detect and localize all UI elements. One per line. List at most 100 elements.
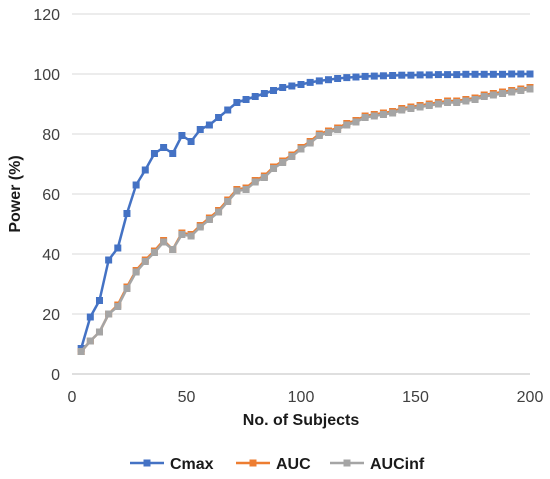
series-line-aucinf (80, 87, 531, 353)
data-point-cmax (499, 70, 507, 78)
legend-item-auc: AUC (236, 456, 311, 473)
data-point-cmax (398, 71, 406, 79)
legend-swatch-marker-cmax (143, 459, 151, 467)
legend-swatch-marker-auc (249, 459, 257, 467)
data-point-cmax (150, 150, 158, 157)
data-point-aucinf (416, 103, 424, 111)
data-point-cmax (178, 132, 186, 139)
data-point-cmax (361, 72, 369, 80)
data-point-aucinf (453, 99, 461, 106)
data-point-cmax (334, 75, 342, 82)
data-point-cmax (95, 297, 103, 304)
y-tick-label: 0 (51, 367, 60, 384)
data-point-cmax (105, 256, 113, 264)
data-point-aucinf (141, 258, 149, 265)
data-point-aucinf (315, 132, 323, 139)
data-point-cmax (114, 244, 122, 252)
data-point-cmax (288, 82, 296, 90)
data-point-aucinf (169, 246, 177, 253)
data-point-aucinf (462, 97, 470, 105)
data-point-aucinf (187, 232, 195, 240)
series-line-cmax (79, 72, 530, 349)
data-point-aucinf (526, 85, 534, 93)
data-point-cmax (508, 70, 516, 78)
data-point-aucinf (343, 121, 351, 129)
series (77, 70, 534, 355)
data-point-aucinf (105, 310, 113, 318)
data-point-cmax (215, 114, 223, 121)
data-point-cmax (352, 73, 360, 81)
gridlines (72, 13, 530, 315)
data-point-cmax (306, 78, 314, 86)
legend: Cmax AUC AUCinf (130, 456, 425, 473)
tick-labels: 0 20 40 60 80 100 120 0 50 100 150 200 (33, 7, 543, 406)
data-point-cmax (251, 93, 259, 100)
data-point-cmax (324, 76, 332, 84)
data-point-aucinf (77, 348, 85, 355)
series-line-auc (80, 86, 531, 353)
data-point-aucinf (123, 285, 131, 292)
legend-label-aucinf: AUCinf (370, 456, 425, 473)
x-tick-label: 200 (517, 389, 544, 406)
data-point-cmax (132, 181, 140, 189)
data-point-aucinf (480, 93, 488, 100)
data-point-cmax (205, 121, 213, 129)
legend-swatch-marker-aucinf (343, 459, 351, 467)
data-point-cmax (233, 99, 241, 106)
data-point-aucinf (489, 91, 497, 99)
data-point-aucinf (270, 165, 278, 172)
y-tick-label: 120 (33, 7, 60, 24)
data-point-aucinf (324, 129, 332, 136)
data-point-cmax (416, 71, 424, 79)
legend-label-auc: AUC (276, 456, 311, 473)
data-point-aucinf (297, 145, 305, 153)
data-point-aucinf (233, 187, 241, 195)
data-point-aucinf (508, 88, 516, 96)
data-point-cmax (270, 87, 278, 94)
data-point-aucinf (242, 186, 250, 193)
data-point-cmax (434, 71, 442, 79)
data-point-cmax (407, 71, 415, 79)
data-point-aucinf (205, 216, 213, 223)
data-point-cmax (444, 71, 452, 79)
data-point-aucinf (132, 268, 140, 276)
x-tick-label: 0 (68, 389, 77, 406)
y-tick-label: 80 (42, 127, 60, 144)
data-point-cmax (187, 138, 195, 145)
data-point-cmax (297, 81, 305, 88)
data-point-cmax (224, 106, 232, 114)
x-tick-label: 100 (288, 389, 315, 406)
data-point-aucinf (196, 223, 204, 231)
y-tick-label: 40 (42, 247, 60, 264)
data-point-aucinf (499, 90, 507, 97)
data-point-aucinf (279, 159, 287, 166)
data-point-aucinf (114, 303, 122, 310)
data-point-cmax (315, 77, 323, 85)
data-point-cmax (86, 313, 94, 321)
data-point-cmax (389, 72, 397, 79)
data-point-aucinf (434, 100, 442, 108)
data-point-cmax (196, 126, 204, 133)
data-point-aucinf (260, 174, 268, 181)
data-point-aucinf (471, 96, 479, 103)
data-point-cmax (370, 72, 378, 80)
x-tick-label: 150 (402, 389, 429, 406)
data-point-aucinf (150, 249, 158, 256)
series-cmax (77, 70, 534, 352)
data-point-cmax (279, 84, 287, 91)
data-point-cmax (462, 70, 470, 78)
data-point-aucinf (95, 328, 103, 336)
data-point-aucinf (306, 139, 314, 147)
y-axis-title: Power (%) (7, 155, 24, 232)
data-point-aucinf (370, 112, 378, 120)
legend-label-cmax: Cmax (170, 456, 214, 473)
data-point-aucinf (398, 106, 406, 114)
data-point-aucinf (407, 105, 415, 112)
data-point-aucinf (178, 231, 186, 238)
data-point-aucinf (224, 198, 232, 205)
series-aucinf (77, 85, 534, 355)
data-point-cmax (160, 144, 168, 151)
data-point-cmax (260, 90, 268, 97)
data-point-cmax (453, 71, 461, 79)
data-point-aucinf (361, 114, 369, 121)
